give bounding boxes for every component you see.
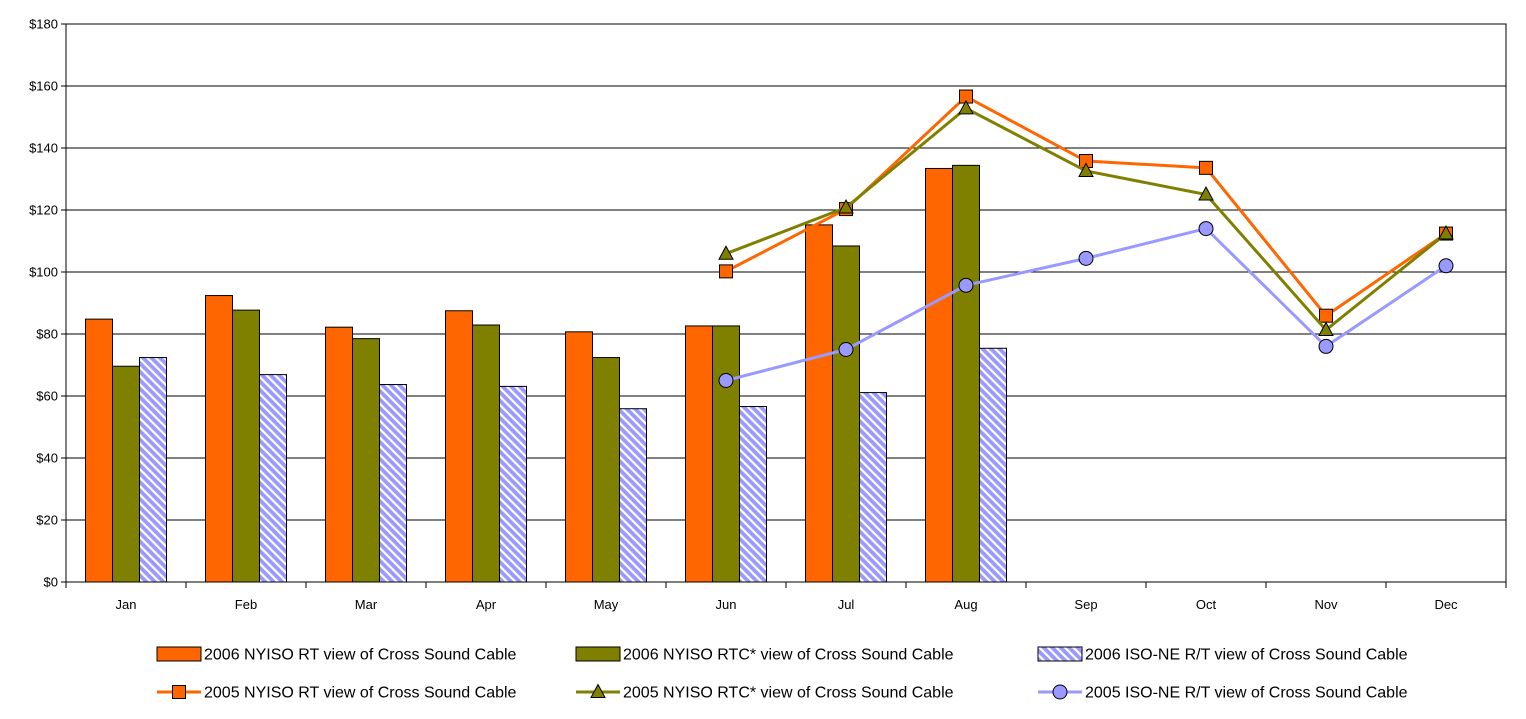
legend-item-2005-nyiso-rtc-view-of-cross-sound-cable: 2005 NYISO RTC* view of Cross Sound Cabl… [576,683,954,702]
legend-swatch [1037,646,1083,662]
point-2005-nyiso-rtc-nov [1318,321,1334,336]
x-tick-label: Mar [355,597,378,612]
point-2005-nyiso-rtc-aug [958,99,974,115]
y-tick-label: $60 [36,389,58,404]
line-series [718,89,1454,388]
point-2005-iso-ne-r-t-jun [718,373,734,388]
bar-2006-nyiso-rt-jul [805,224,833,583]
y-tick-label: $20 [36,513,58,528]
x-tick-label: Aug [954,597,977,612]
y-tick-label: $0 [44,575,58,590]
x-tick-label: Dec [1434,597,1458,612]
bar-2006-nyiso-rt-mar [325,326,353,583]
bar-2006-nyiso-rt-may [565,331,593,583]
legend-marker [1052,684,1068,700]
bar-2006-iso-ne-r-t-jan [139,357,167,583]
bar-2006-iso-ne-r-t-jul [859,392,887,583]
bar-2006-nyiso-rtc-feb [232,309,260,583]
bar-2006-iso-ne-r-t-may [619,408,647,583]
plot-area [66,24,1506,582]
bar-2006-iso-ne-r-t-aug [979,347,1007,583]
point-2005-iso-ne-r-t-aug [958,277,974,293]
point-2005-iso-ne-r-t-dec [1438,258,1454,274]
bar-2006-nyiso-rtc-may [592,357,620,583]
bar-2006-iso-ne-r-t-jun [739,406,767,583]
legend-item-2005-iso-ne-r-t-view-of-cross-sound-cable: 2005 ISO-NE R/T view of Cross Sound Cabl… [1038,684,1408,702]
legend-label: 2006 NYISO RTC* view of Cross Sound Cabl… [623,647,954,664]
bar-2006-iso-ne-r-t-apr [499,385,527,583]
x-tick-label: Jul [838,597,855,612]
point-2005-nyiso-rtc-jul [838,198,854,214]
legend-item-2006-iso-ne-r-t-view-of-cross-sound-cable: 2006 ISO-NE R/T view of Cross Sound Cabl… [1037,646,1408,664]
x-axis: Jan Feb Mar Apr May Jun Jul Aug Sep Oct Nov Dec [65,582,1507,612]
legend-swatch [156,646,202,662]
legend-swatch [575,646,621,662]
point-2005-iso-ne-r-t-jul [838,342,854,357]
point-2005-nyiso-rt-jun [719,264,733,279]
bar-2006-iso-ne-r-t-feb [259,374,287,583]
x-tick-label: Sep [1074,597,1097,612]
x-tick-label: Jun [716,597,737,612]
bar-2006-nyiso-rtc-jul [832,245,860,583]
legend-marker [590,683,606,698]
y-tick-label: $40 [36,451,58,466]
legend-label: 2005 ISO-NE R/T view of Cross Sound Cabl… [1085,685,1408,702]
y-tick-label: $120 [29,203,58,218]
bar-2006-nyiso-rt-jun [685,325,713,583]
bar-2006-iso-ne-r-t-mar [379,384,407,583]
legend-label: 2005 NYISO RT view of Cross Sound Cable [204,685,517,702]
legend-label: 2006 NYISO RT view of Cross Sound Cable [204,647,517,664]
y-tick-label: $80 [36,327,58,342]
bar-2006-nyiso-rt-jan [85,318,113,583]
bar-2006-nyiso-rtc-mar [352,338,380,583]
y-tick-label: $100 [29,265,58,280]
legend-item-2006-nyiso-rtc-view-of-cross-sound-cable: 2006 NYISO RTC* view of Cross Sound Cabl… [575,646,954,664]
x-tick-label: May [594,597,619,612]
bar-2006-nyiso-rtc-apr [472,324,500,583]
point-2005-nyiso-rtc-oct [1198,185,1214,201]
legend-marker [172,685,186,699]
point-2005-iso-ne-r-t-sep [1078,250,1094,266]
point-2005-nyiso-rtc-dec [1438,225,1454,240]
bar-series [85,164,1007,583]
point-2005-iso-ne-r-t-nov [1318,338,1334,354]
bar-2006-nyiso-rtc-aug [952,164,980,583]
x-tick-label: Apr [476,597,497,612]
y-tick-label: $140 [29,141,58,156]
x-tick-label: Feb [235,597,257,612]
point-2005-nyiso-rt-oct [1199,160,1213,175]
legend-item-2006-nyiso-rt-view-of-cross-sound-cable: 2006 NYISO RT view of Cross Sound Cable [156,646,517,664]
legend-label: 2005 NYISO RTC* view of Cross Sound Cabl… [623,685,954,702]
point-2005-nyiso-rtc-jun [718,245,734,260]
bar-2006-nyiso-rt-feb [205,295,233,583]
bar-2006-nyiso-rt-apr [445,310,473,583]
point-2005-nyiso-rtc-sep [1078,162,1094,177]
point-2005-iso-ne-r-t-oct [1198,221,1214,237]
legend: 2006 NYISO RT view of Cross Sound Cable 2… [156,646,1408,702]
x-tick-label: Oct [1196,597,1217,612]
bar-2006-nyiso-rtc-jan [112,365,140,583]
legend-item-2005-nyiso-rt-view-of-cross-sound-cable: 2005 NYISO RT view of Cross Sound Cable [157,685,517,702]
y-axis: $0 $20 $40 $60 $80 $100 $120 $140 $160 $180 [29,17,66,590]
y-tick-label: $160 [29,79,58,94]
point-2005-nyiso-rt-nov [1319,308,1333,323]
x-tick-label: Nov [1314,597,1338,612]
bar-2006-nyiso-rtc-jun [712,325,740,583]
bar-2006-nyiso-rt-aug [925,167,953,583]
legend-label: 2006 ISO-NE R/T view of Cross Sound Cabl… [1085,647,1408,664]
x-tick-label: Jan [116,597,137,612]
y-tick-label: $180 [29,17,58,32]
